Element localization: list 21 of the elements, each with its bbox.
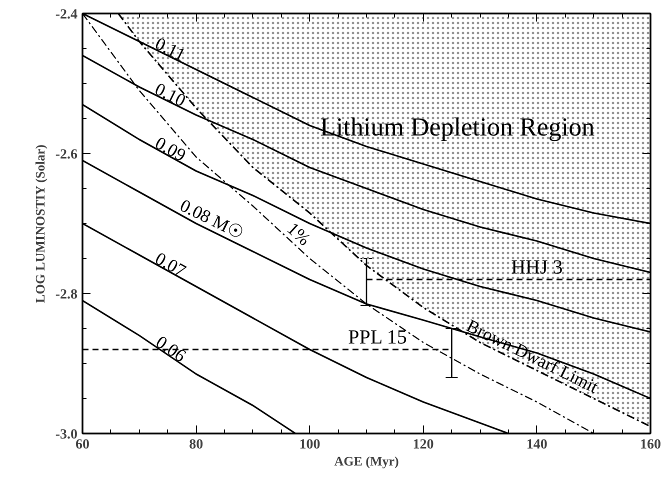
- text: 0.07: [152, 248, 190, 281]
- text: 0.09: [152, 132, 190, 166]
- series-label: PPL 15: [348, 326, 407, 348]
- x-tick-label: 80: [189, 438, 204, 452]
- text: 0.08 M☉: [176, 195, 247, 244]
- x-axis-title: AGE (Myr): [334, 454, 399, 468]
- y-tick-label: -2.6: [55, 148, 78, 162]
- x-tick-label: 140: [526, 438, 548, 452]
- x-tick-label: 120: [412, 438, 434, 452]
- y-tick-label: -2.8: [55, 288, 78, 302]
- series-label: HHJ 3: [511, 256, 563, 278]
- x-tick-label: 160: [640, 438, 661, 452]
- text: 0.06: [152, 332, 190, 366]
- annotation: Lithium Depletion Region: [320, 112, 595, 142]
- text: 1%: [283, 218, 314, 250]
- y-axis-title: LOG LUMINOSTIY (Solar): [32, 144, 48, 303]
- text: 0.10: [152, 78, 189, 111]
- y-tick-label: -2.4: [55, 8, 78, 22]
- x-tick-label: 60: [76, 438, 90, 452]
- x-tick-label: 100: [299, 438, 320, 452]
- legend-label: 0.11: [152, 33, 189, 65]
